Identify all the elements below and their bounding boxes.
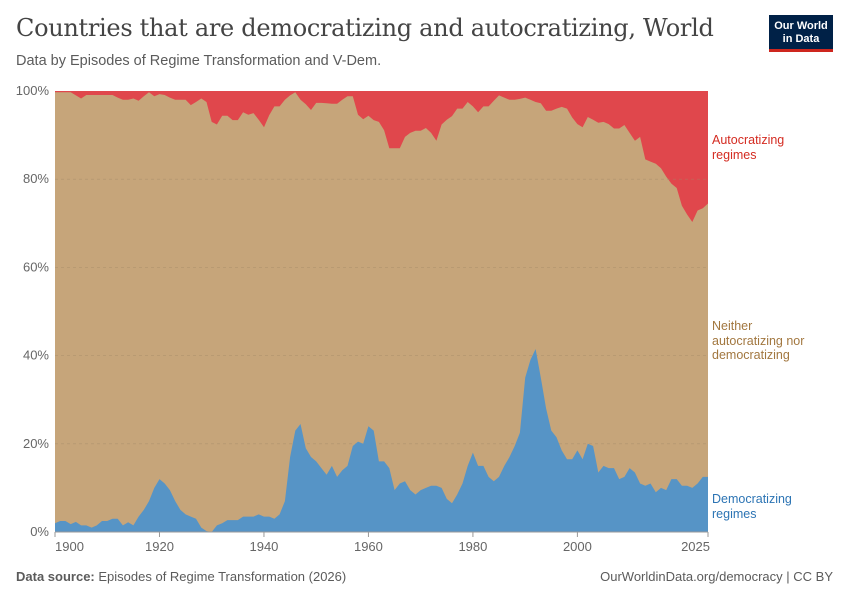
label-democratizing: Democratizing regimes <box>712 492 792 521</box>
logo-line2: in Data <box>782 32 820 45</box>
chart-subtitle: Data by Episodes of Regime Transformatio… <box>16 53 382 69</box>
label-autocratizing: Autocratizing regimes <box>712 133 785 162</box>
x-tick-label: 1960 <box>354 539 383 554</box>
x-tick-label: 1920 <box>145 539 174 554</box>
data-source: Data source: Episodes of Regime Transfor… <box>16 569 346 584</box>
y-tick-label: 20% <box>23 436 49 451</box>
label-neither: Neither autocratizing nor democratizing <box>712 319 805 362</box>
y-tick-label: 40% <box>23 348 49 363</box>
footer-link[interactable]: OurWorldinData.org/democracy | CC BY <box>600 569 833 584</box>
x-tick-label: 1980 <box>458 539 487 554</box>
x-tick-label: 1940 <box>249 539 278 554</box>
logo-line1: Our World <box>774 20 828 32</box>
y-tick-label: 60% <box>23 259 49 274</box>
x-tick-label: 2025 <box>681 539 710 554</box>
owid-logo[interactable]: Our World in Data <box>769 15 833 52</box>
chart-title: Countries that are democratizing and aut… <box>16 14 714 42</box>
y-tick-label: 100% <box>16 83 50 98</box>
x-tick-label: 1900 <box>55 539 84 554</box>
x-tick-label: 2000 <box>563 539 592 554</box>
source-label: Data source: <box>16 569 95 584</box>
democratizing-area <box>55 349 708 532</box>
y-tick-label: 80% <box>23 171 49 186</box>
source-text: Episodes of Regime Transformation (2026) <box>98 569 347 584</box>
y-tick-label: 0% <box>30 524 49 539</box>
